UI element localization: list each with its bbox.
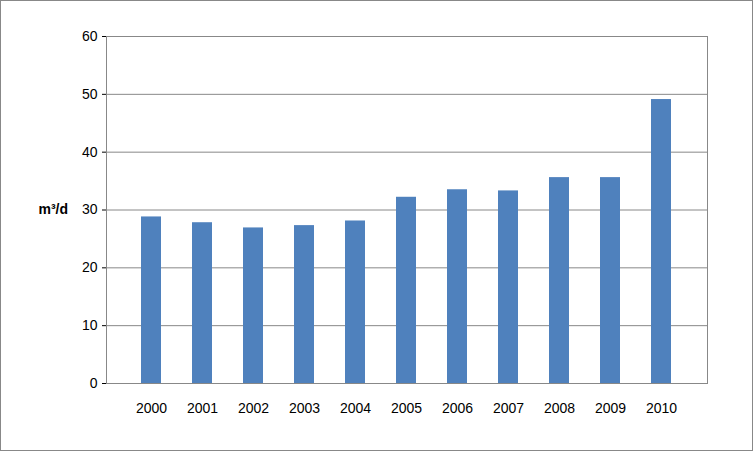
svg-text:30: 30 bbox=[82, 201, 98, 217]
svg-text:2002: 2002 bbox=[238, 400, 269, 416]
svg-text:20: 20 bbox=[82, 259, 98, 275]
svg-text:2007: 2007 bbox=[493, 400, 524, 416]
svg-text:50: 50 bbox=[82, 86, 98, 102]
svg-text:10: 10 bbox=[82, 317, 98, 333]
svg-text:2004: 2004 bbox=[340, 400, 371, 416]
svg-text:0: 0 bbox=[90, 375, 98, 391]
svg-text:40: 40 bbox=[82, 144, 98, 160]
svg-text:2001: 2001 bbox=[187, 400, 218, 416]
svg-text:2000: 2000 bbox=[136, 400, 167, 416]
svg-text:2009: 2009 bbox=[595, 400, 626, 416]
svg-text:2006: 2006 bbox=[442, 400, 473, 416]
svg-text:2003: 2003 bbox=[289, 400, 320, 416]
svg-text:2010: 2010 bbox=[646, 400, 677, 416]
svg-text:60: 60 bbox=[82, 28, 98, 44]
svg-text:m³/d: m³/d bbox=[39, 201, 69, 217]
svg-text:2005: 2005 bbox=[391, 400, 422, 416]
svg-text:2008: 2008 bbox=[544, 400, 575, 416]
